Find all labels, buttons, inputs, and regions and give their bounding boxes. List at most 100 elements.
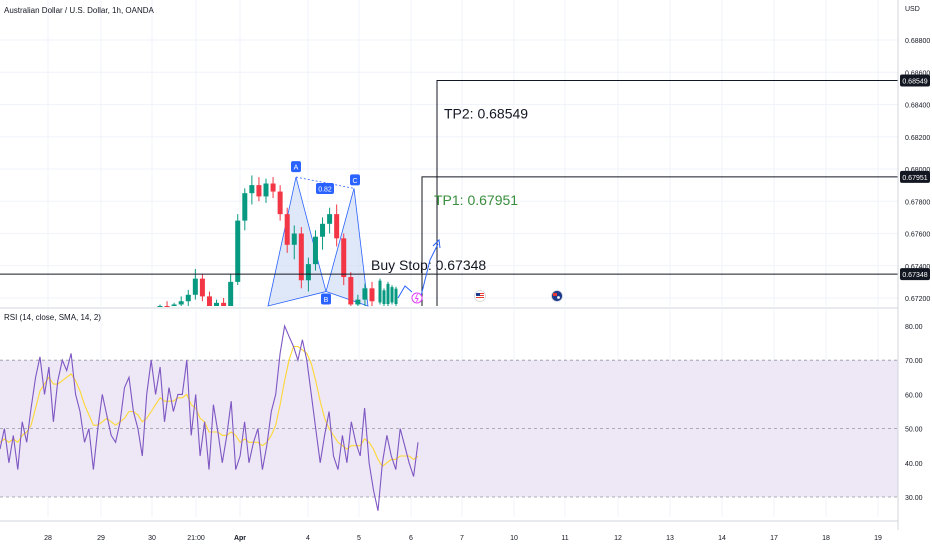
au-flag-icon-star: [557, 296, 560, 299]
candle-body: [270, 183, 276, 192]
pattern-label-a-bg: [291, 161, 301, 173]
currency-label: USD: [905, 6, 920, 13]
price-tag: 0.67951: [902, 175, 927, 182]
candle-body: [348, 277, 354, 305]
price-tick-label: 0.68000: [905, 167, 930, 174]
candle-body: [390, 287, 394, 303]
candle-body: [305, 264, 311, 281]
candle-body: [298, 233, 304, 281]
rsi-tick-label: 70.00: [905, 358, 923, 365]
time-tick-label: Apr: [234, 535, 246, 542]
pattern-bcd: [325, 188, 369, 307]
time-tick-label: 30: [148, 535, 156, 542]
pattern-ratio-bg: [316, 183, 334, 194]
price-tick-label: 0.68800: [905, 38, 930, 45]
rsi-title: RSI (14, close, SMA, 14, 2): [4, 313, 101, 322]
us-flag-icon-canton: [476, 293, 480, 296]
tp1-label: TP1: 0.67951: [434, 192, 518, 208]
time-tick-label: 6: [409, 535, 413, 542]
candle-body: [157, 306, 163, 307]
candle-body: [334, 214, 340, 239]
candle-body: [312, 236, 318, 265]
price-tick-label: 0.68400: [905, 103, 930, 110]
price-tag-bg: [900, 74, 930, 87]
time-tick-label: 7: [460, 535, 464, 542]
candle-body: [256, 185, 262, 197]
time-tick-label: 10: [510, 535, 518, 542]
lightning-icon: [411, 292, 423, 304]
pattern-label-a: A: [294, 165, 299, 172]
candle-body: [221, 302, 227, 306]
rsi-band-fill: [0, 360, 898, 497]
time-tick-label: 11: [561, 535, 568, 542]
price-tick-label: 0.68200: [905, 135, 930, 142]
axes: 0.68800 0.68600 0.68400 0.68200 0.68000 0.678…: [0, 0, 930, 542]
pattern-ratio: 0.82: [318, 187, 332, 194]
time-tick-label: 18: [822, 535, 830, 542]
rsi-tick-label: 50.00: [905, 427, 923, 434]
candle-body: [386, 283, 390, 304]
candle-body: [214, 302, 220, 306]
candle-body: [171, 304, 177, 306]
time-tick-label: 28: [44, 535, 52, 542]
projection-arrow-2: [419, 243, 439, 301]
price-tick-label: 0.67200: [905, 296, 930, 303]
time-tick-label: 17: [770, 535, 778, 542]
time-tick-label: 12: [614, 535, 622, 542]
price-tag: 0.68549: [902, 78, 927, 85]
price-tag: 0.67348: [902, 272, 927, 279]
candle-body: [369, 288, 375, 302]
rsi-tick-label: 60.00: [905, 392, 923, 399]
rsi-tick-label: 80.00: [905, 324, 923, 331]
projection-arrow-1: [397, 285, 413, 299]
tp2-box: [436, 79, 898, 306]
candle-body: [178, 301, 184, 305]
price-tick-label: 0.67600: [905, 232, 930, 239]
price-tick-label: 0.67400: [905, 264, 930, 271]
pattern-label-b-bg: [321, 293, 331, 305]
rsi-line: [0, 324, 419, 511]
time-tick-label: 4: [306, 535, 310, 542]
candle-body: [327, 214, 333, 224]
rsi-tick-label: 40.00: [905, 461, 923, 468]
candles: [157, 175, 398, 307]
lightning-icon-bolt: [414, 293, 419, 303]
candle-body: [355, 299, 361, 305]
rsi-band: [0, 359, 898, 498]
candle-body: [249, 185, 255, 194]
candle-body: [206, 296, 212, 306]
candle-body: [199, 278, 205, 297]
tp2-label: TP2: 0.68549: [444, 105, 528, 121]
symbol-title: Australian Dollar / U.S. Dollar, 1h, OAN…: [4, 6, 154, 15]
time-tick-label: 13: [666, 535, 674, 542]
price-tag-bg: [900, 268, 930, 281]
candle-body: [263, 183, 269, 197]
time-tick-label: 5: [357, 535, 361, 542]
risk-label: Risk 1%: [438, 305, 489, 321]
candle-body: [291, 233, 297, 245]
price-tick-label: 0.67800: [905, 199, 930, 206]
risk-text-clip: Risk 1%: [438, 305, 489, 321]
candle-body: [164, 306, 170, 307]
us-flag-icon-stripe: [476, 297, 484, 298]
tp1-box: [421, 176, 898, 306]
time-tick-label: 29: [97, 535, 105, 542]
candle-body: [277, 191, 283, 215]
candle-body: [382, 290, 386, 304]
pattern-ac-line: [295, 176, 355, 189]
candle-body: [320, 223, 326, 237]
rsi-lines: [0, 324, 419, 511]
candle-body: [235, 220, 241, 282]
rsi-tick-label: 30.00: [905, 495, 923, 502]
time-tick-label: 19: [874, 535, 882, 542]
pattern-label-b: B: [324, 297, 329, 304]
candle-body: [362, 288, 368, 300]
candle-body: [185, 294, 191, 302]
candle-body: [394, 288, 398, 304]
arrow-head: [432, 238, 441, 249]
candle-body: [228, 281, 234, 306]
time-tick-label: 21:00: [187, 535, 205, 542]
